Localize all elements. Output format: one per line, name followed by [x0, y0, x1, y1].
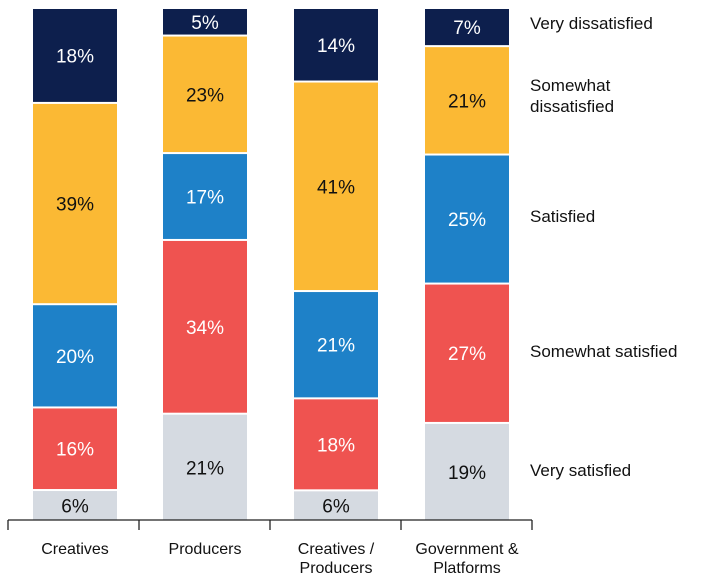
- bar-segment-government-platforms-satisfied: [425, 155, 509, 283]
- bar-segment-creatives-producers-very-dissatisfied: [294, 9, 378, 81]
- legend-entry-very-dissatisfied: Very dissatisfied: [530, 14, 653, 33]
- data-label-creatives-producers-somewhat-satisfied: 18%: [317, 435, 355, 456]
- legend: Very dissatisfied Somewhat dissatisfied Sat…: [530, 14, 677, 480]
- data-label-government-platforms-somewhat-dissatisfied: 21%: [448, 91, 486, 112]
- category-label-creatives: Creatives: [41, 541, 109, 558]
- category-label-government-platforms: Government & Platforms: [415, 541, 518, 576]
- bar-segment-creatives-producers-very-satisfied: [294, 491, 378, 520]
- bar-segment-producers-very-satisfied: [163, 414, 247, 520]
- category-label-creatives-producers: Creatives / Producers: [298, 541, 375, 576]
- data-label-creatives-very-dissatisfied: 18%: [56, 46, 94, 67]
- legend-entry-satisfied: Satisfied: [530, 207, 595, 226]
- bar-segment-creatives-producers-somewhat-satisfied: [294, 399, 378, 490]
- data-label-government-platforms-satisfied: 25%: [448, 210, 486, 231]
- data-label-producers-very-satisfied: 21%: [186, 458, 224, 479]
- bar-segment-government-platforms-very-satisfied: [425, 423, 509, 520]
- category-label-producers: Producers: [169, 541, 242, 558]
- bar-segment-producers-satisfied: [163, 154, 247, 239]
- data-label-creatives-very-satisfied: 6%: [61, 497, 89, 518]
- legend-entry-somewhat-dissatisfied: Somewhat dissatisfied: [530, 76, 614, 116]
- data-label-creatives-producers-very-satisfied: 6%: [322, 497, 350, 518]
- bars-group: 6% 16% 20% 39% 18% 21% 34% 17% 23% 5% 6% 18% 21% 41% 1…: [33, 9, 509, 520]
- bar-segment-government-platforms-very-dissatisfied: [425, 9, 509, 46]
- data-label-government-platforms-very-satisfied: 19%: [448, 463, 486, 484]
- data-label-government-platforms-very-dissatisfied: 7%: [453, 18, 481, 39]
- bar-segment-creatives-producers-somewhat-dissatisfied: [294, 82, 378, 291]
- data-label-creatives-producers-satisfied: 21%: [317, 336, 355, 357]
- bar-segment-government-platforms-somewhat-satisfied: [425, 284, 509, 422]
- data-label-creatives-satisfied: 20%: [56, 347, 94, 368]
- data-label-creatives-producers-very-dissatisfied: 14%: [317, 36, 355, 57]
- data-label-creatives-somewhat-dissatisfied: 39%: [56, 195, 94, 216]
- data-label-government-platforms-somewhat-satisfied: 27%: [448, 344, 486, 365]
- data-label-producers-somewhat-dissatisfied: 23%: [186, 85, 224, 106]
- bar-segment-producers-very-dissatisfied: [163, 9, 247, 35]
- legend-entry-somewhat-satisfied: Somewhat satisfied: [530, 342, 677, 361]
- legend-entry-very-satisfied: Very satisfied: [530, 461, 631, 480]
- data-label-producers-somewhat-satisfied: 34%: [186, 318, 224, 339]
- bar-segment-creatives-very-satisfied: [33, 491, 117, 520]
- bar-segment-creatives-somewhat-satisfied: [33, 408, 117, 490]
- bar-segment-creatives-very-dissatisfied: [33, 9, 117, 102]
- data-label-producers-satisfied: 17%: [186, 188, 224, 209]
- bar-segment-producers-somewhat-satisfied: [163, 240, 247, 413]
- bar-segment-creatives-producers-satisfied: [294, 292, 378, 398]
- data-label-creatives-producers-somewhat-dissatisfied: 41%: [317, 177, 355, 198]
- bar-segment-creatives-satisfied: [33, 305, 117, 407]
- x-axis: Creatives Producers Creatives / Producers Go…: [7, 519, 533, 576]
- bar-segment-government-platforms-somewhat-dissatisfied: [425, 47, 509, 154]
- bar-segment-creatives-somewhat-dissatisfied: [33, 103, 117, 304]
- bar-segment-producers-somewhat-dissatisfied: [163, 36, 247, 153]
- data-label-creatives-somewhat-satisfied: 16%: [56, 440, 94, 461]
- data-label-producers-very-dissatisfied: 5%: [191, 13, 219, 34]
